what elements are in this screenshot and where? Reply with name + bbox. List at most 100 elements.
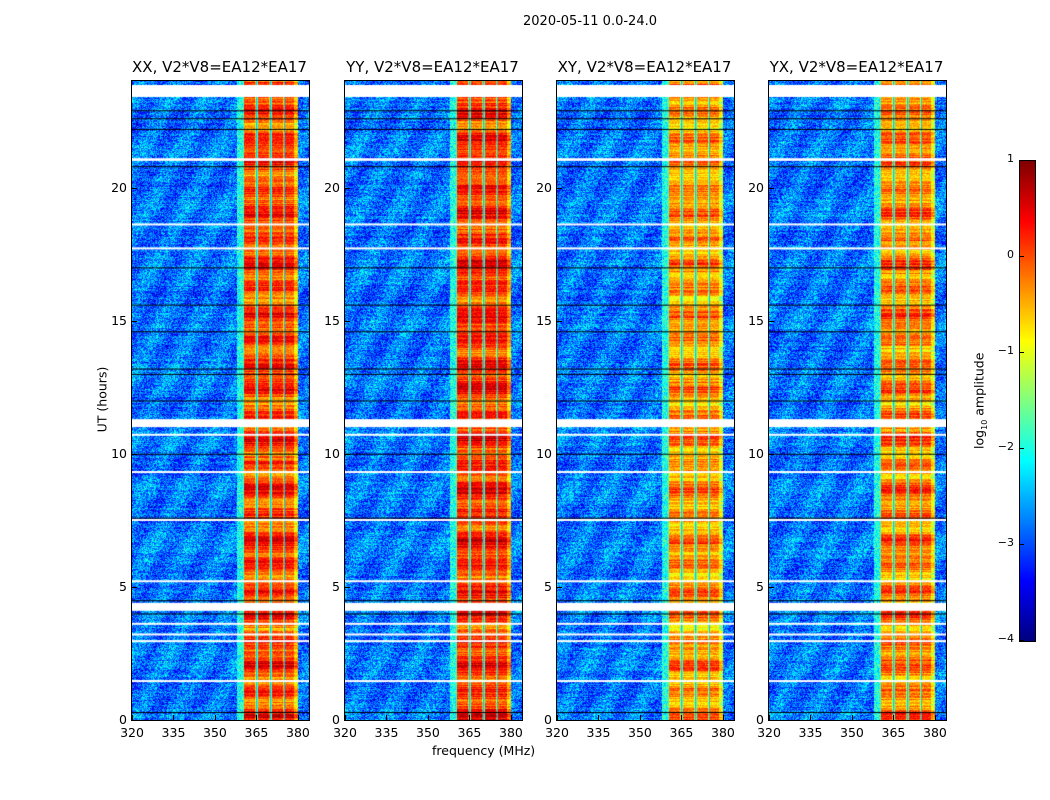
x-tick-mark	[681, 715, 683, 720]
colorbar-label-log: log	[971, 429, 987, 449]
colorbar-label-sub: 10	[979, 419, 989, 430]
y-tick-mark	[345, 453, 350, 455]
colorbar-tick-mark	[1020, 544, 1024, 545]
y-tick-mark	[132, 720, 137, 721]
y-tick-mark	[557, 586, 562, 588]
y-tick-mark	[345, 586, 350, 588]
colorbar-tick-label: −3	[997, 536, 1014, 549]
heatmap-image	[769, 81, 946, 720]
x-tick-mark	[810, 715, 812, 720]
x-tick-label: 320	[545, 725, 569, 740]
y-tick-mark	[345, 187, 350, 189]
y-tick-label: 5	[544, 578, 552, 594]
y-tick-label: 5	[119, 578, 127, 594]
y-tick-label: 15	[748, 312, 764, 328]
y-tick-mark	[769, 586, 774, 588]
colorbar-tick-mark	[1020, 640, 1024, 641]
x-tick-label: 365	[244, 725, 269, 740]
x-tick-label: 335	[798, 725, 823, 740]
y-tick-label: 10	[748, 445, 764, 461]
heatmap-image	[557, 81, 734, 720]
y-tick-mark	[557, 187, 562, 189]
x-tick-mark	[345, 715, 346, 720]
y-tick-mark	[769, 453, 774, 455]
x-tick-mark	[934, 715, 936, 720]
x-tick-label: 365	[457, 725, 482, 740]
colorbar-tick-label: −1	[997, 344, 1014, 357]
x-tick-label: 350	[840, 725, 864, 740]
x-tick-label: 365	[669, 725, 694, 740]
y-axis-label: UT (hours)	[94, 366, 110, 433]
y-tick-label: 20	[111, 179, 127, 195]
y-tick-mark	[132, 187, 137, 189]
x-tick-mark	[769, 715, 770, 720]
y-tick-label: 0	[332, 712, 340, 727]
y-tick-mark	[557, 453, 562, 455]
colorbar-tick-mark	[1020, 352, 1024, 353]
colorbar-gradient	[1020, 161, 1035, 641]
x-tick-mark	[132, 715, 133, 720]
y-tick-mark	[345, 720, 350, 721]
x-tick-label: 320	[757, 725, 781, 740]
colorbar-label-rest: amplitude	[971, 352, 987, 420]
y-tick-mark	[345, 320, 350, 322]
x-axis-label: frequency (MHz)	[432, 743, 536, 758]
y-tick-mark	[132, 453, 137, 455]
y-tick-label: 15	[111, 312, 127, 328]
x-tick-label: 380	[923, 725, 947, 740]
y-tick-mark	[769, 320, 774, 322]
y-tick-label: 10	[111, 445, 127, 461]
y-tick-label: 10	[324, 445, 340, 461]
y-tick-label: 0	[756, 712, 764, 727]
y-tick-label: 20	[536, 179, 552, 195]
x-tick-mark	[297, 715, 299, 720]
x-tick-mark	[256, 715, 258, 720]
x-tick-label: 350	[416, 725, 440, 740]
x-tick-mark	[510, 715, 512, 720]
y-tick-label: 5	[332, 578, 340, 594]
y-tick-mark	[557, 720, 562, 721]
x-tick-mark	[469, 715, 471, 720]
x-tick-mark	[598, 715, 600, 720]
heatmap-panel	[344, 80, 523, 721]
x-tick-mark	[893, 715, 895, 720]
heatmap-image	[345, 81, 522, 720]
colorbar-tick-label: 1	[1007, 152, 1014, 165]
panel-title: XY, V2*V8=EA12*EA17	[557, 58, 732, 76]
x-tick-mark	[214, 715, 216, 720]
colorbar-tick-label: −4	[997, 632, 1014, 645]
x-tick-label: 380	[286, 725, 310, 740]
x-tick-label: 335	[586, 725, 611, 740]
y-tick-label: 5	[756, 578, 764, 594]
y-tick-label: 15	[324, 312, 340, 328]
y-tick-label: 20	[748, 179, 764, 195]
x-tick-label: 350	[203, 725, 227, 740]
panel-title: YX, V2*V8=EA12*EA17	[769, 58, 944, 76]
x-tick-mark	[639, 715, 641, 720]
x-tick-label: 335	[161, 725, 186, 740]
x-tick-label: 380	[711, 725, 735, 740]
y-tick-mark	[132, 586, 137, 588]
colorbar-tick-mark	[1020, 448, 1024, 449]
x-tick-label: 365	[881, 725, 906, 740]
y-tick-mark	[132, 320, 137, 322]
y-tick-label: 0	[544, 712, 552, 727]
panel-title: YY, V2*V8=EA12*EA17	[346, 58, 519, 76]
x-tick-label: 320	[120, 725, 144, 740]
x-tick-label: 335	[374, 725, 399, 740]
y-tick-mark	[769, 720, 774, 721]
x-tick-label: 320	[333, 725, 357, 740]
x-tick-mark	[173, 715, 175, 720]
x-tick-label: 350	[628, 725, 652, 740]
y-tick-mark	[769, 187, 774, 189]
y-tick-label: 15	[536, 312, 552, 328]
colorbar-tick-mark	[1020, 256, 1024, 257]
y-tick-label: 0	[119, 712, 127, 727]
heatmap-image	[132, 81, 309, 720]
colorbar-label: log10 amplitude	[971, 341, 989, 461]
x-tick-mark	[722, 715, 724, 720]
y-tick-label: 10	[536, 445, 552, 461]
heatmap-panel	[131, 80, 310, 721]
y-tick-label: 20	[324, 179, 340, 195]
